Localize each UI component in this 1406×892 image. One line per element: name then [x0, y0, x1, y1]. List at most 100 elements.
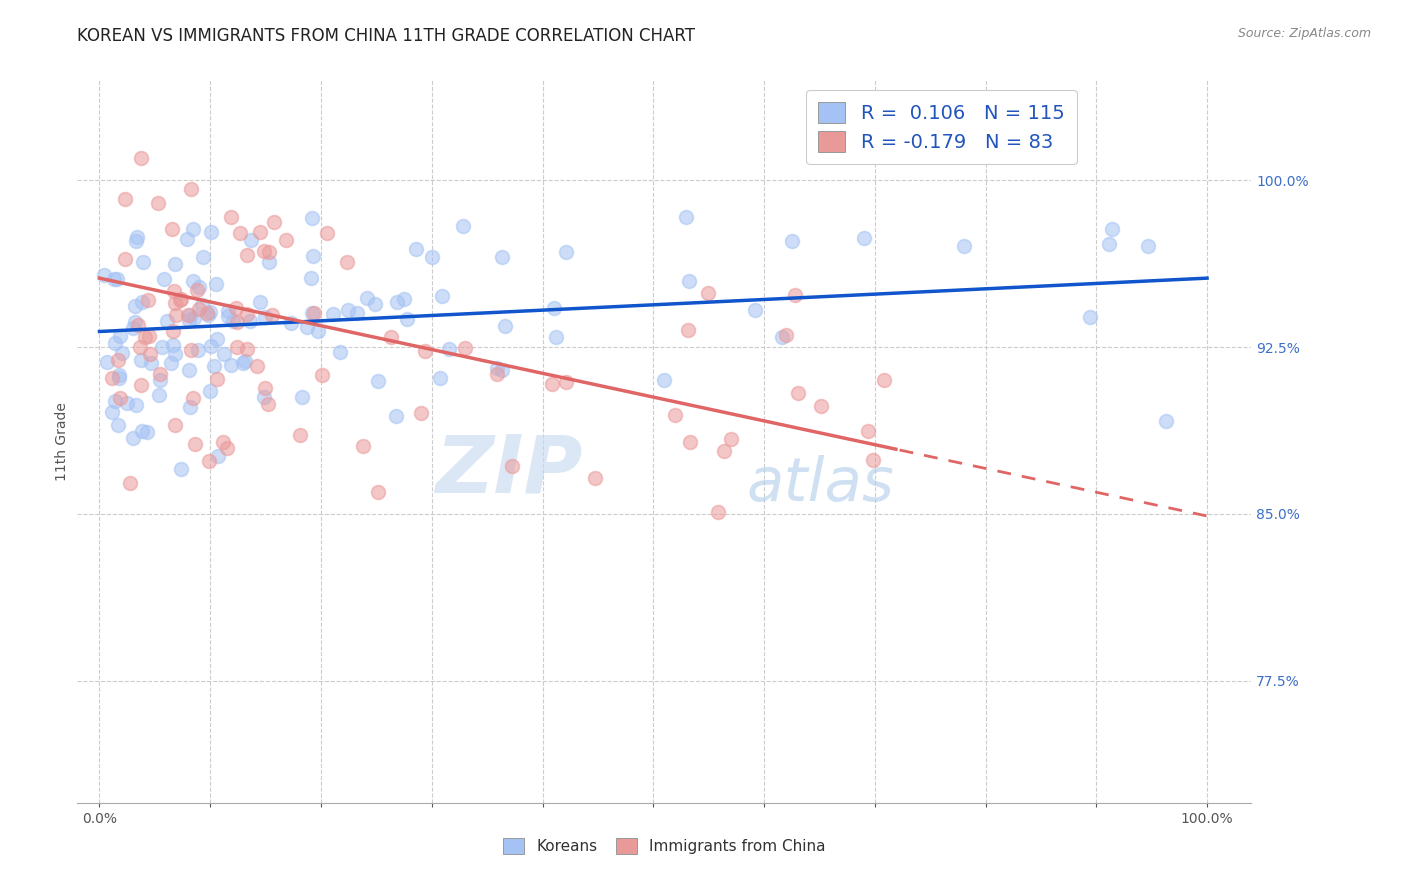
Point [207, 449, 229, 463]
Point [118, 476, 141, 491]
Point [215, 442, 238, 456]
Point [197, 309, 219, 323]
Point [315, 226, 337, 240]
Point [385, 409, 408, 423]
Point [226, 315, 249, 329]
Point [222, 314, 245, 328]
Text: ZIP: ZIP [434, 432, 582, 509]
Point [454, 341, 477, 355]
Point [676, 323, 699, 337]
Point [138, 328, 160, 343]
Point [253, 390, 276, 404]
Point [405, 242, 427, 256]
Point [257, 397, 280, 411]
Point [263, 215, 285, 229]
Point [853, 230, 876, 244]
Point [554, 375, 576, 389]
Point [198, 454, 221, 468]
Point [153, 272, 176, 286]
Point [110, 391, 132, 405]
Point [180, 182, 202, 196]
Point [217, 310, 239, 324]
Point [204, 277, 226, 291]
Point [163, 418, 186, 433]
Point [198, 384, 221, 398]
Point [170, 462, 193, 476]
Point [280, 316, 302, 330]
Point [177, 312, 200, 326]
Point [239, 314, 262, 328]
Point [211, 434, 233, 449]
Point [301, 211, 323, 225]
Point [187, 280, 209, 294]
Point [302, 306, 325, 320]
Point [252, 244, 274, 258]
Point [200, 225, 222, 239]
Point [233, 354, 256, 368]
Point [697, 285, 720, 300]
Point [364, 297, 387, 311]
Point [291, 390, 314, 404]
Point [439, 342, 461, 356]
Point [134, 329, 156, 343]
Point [200, 339, 222, 353]
Point [274, 233, 297, 247]
Point [163, 295, 186, 310]
Point [162, 222, 184, 236]
Point [1101, 222, 1123, 236]
Point [131, 424, 153, 438]
Point [124, 299, 146, 313]
Point [122, 431, 145, 445]
Point [138, 293, 160, 307]
Point [856, 424, 879, 438]
Point [1098, 236, 1121, 251]
Point [225, 301, 247, 316]
Point [396, 312, 419, 326]
Point [297, 320, 319, 334]
Point [169, 293, 191, 307]
Point [380, 330, 402, 344]
Point [387, 295, 409, 310]
Point [301, 306, 323, 320]
Point [191, 250, 214, 264]
Point [249, 294, 271, 309]
Point [129, 340, 152, 354]
Point [115, 396, 138, 410]
Point [322, 307, 344, 321]
Point [311, 368, 333, 383]
Point [162, 338, 184, 352]
Point [163, 256, 186, 270]
Point [652, 373, 675, 387]
Point [713, 444, 735, 458]
Point [129, 377, 152, 392]
Point [129, 353, 152, 368]
Point [679, 434, 702, 449]
Point [485, 367, 508, 381]
Point [952, 239, 974, 253]
Point [114, 192, 136, 206]
Point [872, 373, 894, 387]
Point [229, 226, 252, 240]
Text: KOREAN VS IMMIGRANTS FROM CHINA 11TH GRADE CORRELATION CHART: KOREAN VS IMMIGRANTS FROM CHINA 11TH GRA… [77, 27, 696, 45]
Point [108, 329, 131, 343]
Point [170, 292, 193, 306]
Point [103, 271, 125, 285]
Point [139, 347, 162, 361]
Point [430, 289, 453, 303]
Point [254, 381, 277, 395]
Point [159, 356, 181, 370]
Point [367, 374, 389, 388]
Point [111, 346, 134, 360]
Point [485, 361, 508, 376]
Point [146, 196, 169, 211]
Point [1154, 414, 1177, 428]
Point [195, 306, 218, 320]
Point [554, 244, 576, 259]
Point [235, 342, 257, 356]
Point [491, 251, 513, 265]
Point [124, 314, 146, 328]
Point [862, 453, 884, 467]
Point [127, 318, 149, 333]
Point [299, 271, 322, 285]
Point [150, 340, 173, 354]
